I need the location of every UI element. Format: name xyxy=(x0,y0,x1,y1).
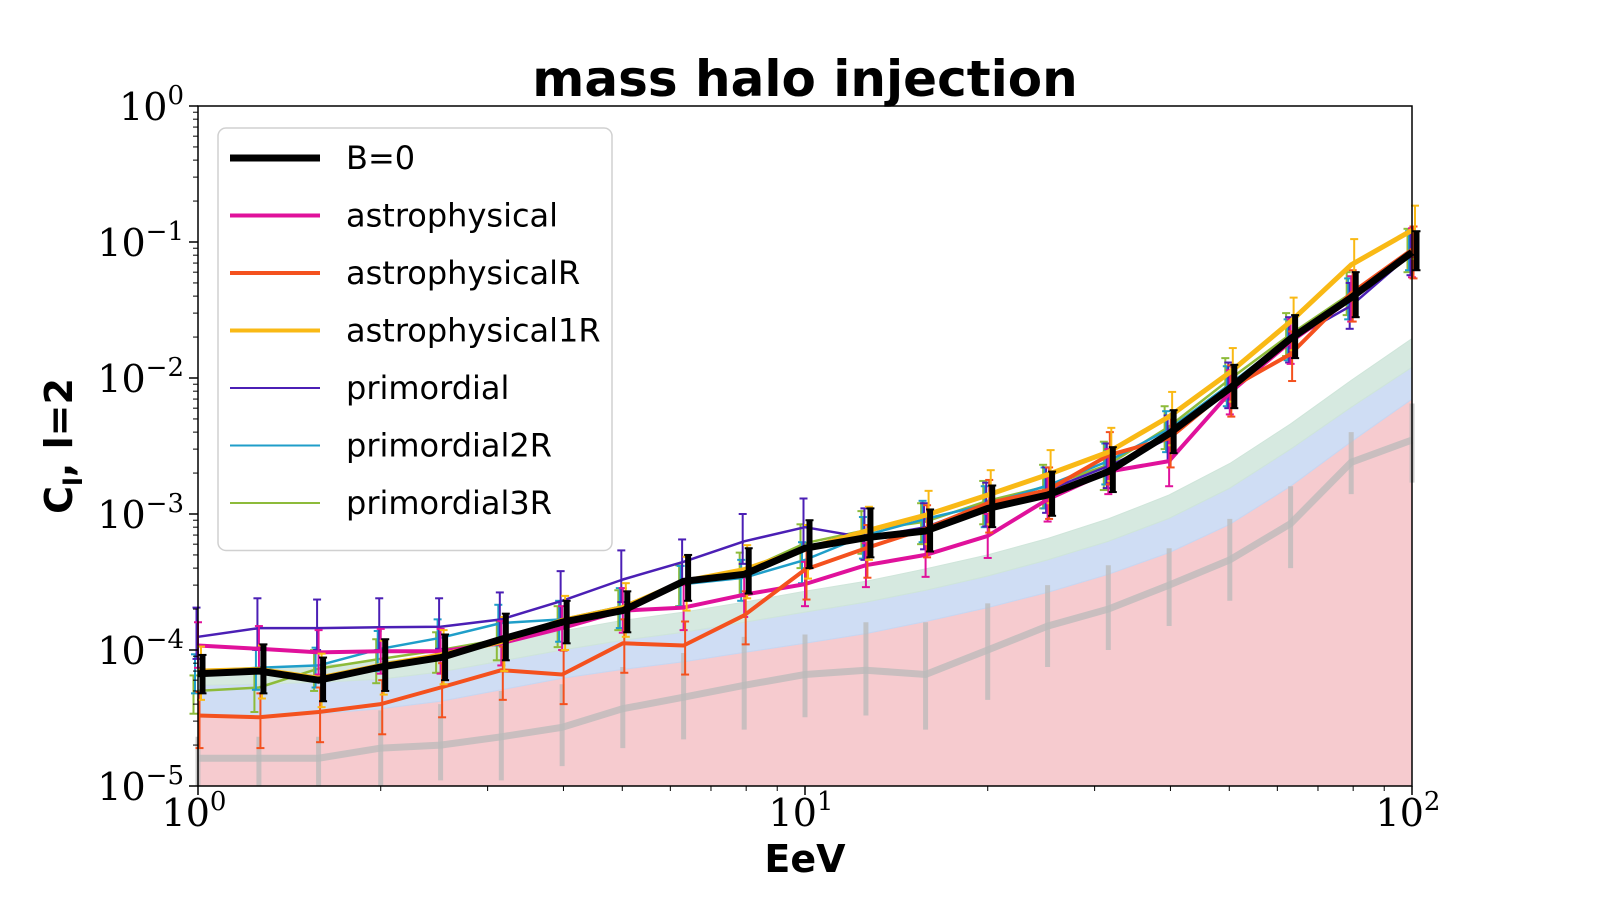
y-axis-label-sub: l xyxy=(59,477,89,486)
legend-item-astrophysical: astrophysical xyxy=(230,197,558,235)
y-tick-label: 10−3 xyxy=(97,489,184,537)
chart-title: mass halo injection xyxy=(532,50,1077,108)
legend-label: B=0 xyxy=(346,139,415,177)
series-line-b-0 xyxy=(197,249,1415,684)
legend-item-astrophysicalr: astrophysicalR xyxy=(230,254,580,292)
y-tick-label: 10−1 xyxy=(97,217,184,265)
y-tick-exponent: −3 xyxy=(146,489,184,519)
x-tick-exponent: 2 xyxy=(1424,787,1441,817)
legend-item-primordial: primordial xyxy=(230,369,509,407)
y-tick-exponent: −2 xyxy=(146,353,184,383)
legend-label: astrophysical xyxy=(346,197,558,235)
x-axis-label: EeV xyxy=(764,837,846,881)
y-tick-exponent: −5 xyxy=(146,761,184,791)
y-tick-base: 10 xyxy=(97,765,145,809)
y-tick-exponent: −1 xyxy=(146,217,184,247)
legend-item-primordial2r: primordial2R xyxy=(230,427,552,465)
y-tick-base: 10 xyxy=(97,493,145,537)
y-tick-base: 10 xyxy=(97,221,145,265)
x-tick-exponent: 0 xyxy=(210,787,227,817)
y-tick-label: 10−4 xyxy=(97,625,184,673)
x-tick-exponent: 1 xyxy=(817,787,834,817)
x-tick-base: 10 xyxy=(1376,791,1424,835)
x-tick-label: 102 xyxy=(1376,787,1441,835)
y-tick-exponent: 0 xyxy=(167,81,184,111)
y-tick-base: 10 xyxy=(97,629,145,673)
gray-series-line xyxy=(198,436,1414,762)
legend-item-primordial3r: primordial3R xyxy=(230,484,552,522)
x-tick-base: 10 xyxy=(162,791,210,835)
legend: B=0 astrophysical astrophysicalR astrophysi… xyxy=(217,127,613,552)
y-axis-label-rest: , l=2 xyxy=(37,378,81,477)
legend-label: astrophysical1R xyxy=(346,312,601,350)
series-line-astrophysical xyxy=(197,249,1414,655)
legend-item-b-0: B=0 xyxy=(230,139,415,177)
legend-label: primordial3R xyxy=(346,484,552,522)
x-tick-label: 100 xyxy=(162,787,227,835)
y-axis-label-main: C xyxy=(37,486,81,514)
y-tick-base: 10 xyxy=(119,85,167,129)
legend-label: primordial2R xyxy=(346,427,552,465)
y-tick-label: 100 xyxy=(119,81,184,129)
legend-label: astrophysicalR xyxy=(346,254,580,292)
x-tick-label: 101 xyxy=(769,787,834,835)
series-b-0 xyxy=(197,230,1421,703)
y-tick-label: 10−2 xyxy=(97,353,184,401)
y-tick-exponent: −4 xyxy=(146,625,184,655)
legend-label: primordial xyxy=(346,369,509,407)
y-tick-base: 10 xyxy=(97,357,145,401)
y-axis-label: Cl, l=2 xyxy=(37,378,89,514)
legend-item-astrophysical1r: astrophysical1R xyxy=(230,312,601,350)
x-tick-base: 10 xyxy=(769,791,817,835)
y-tick-label: 10−5 xyxy=(97,761,184,809)
